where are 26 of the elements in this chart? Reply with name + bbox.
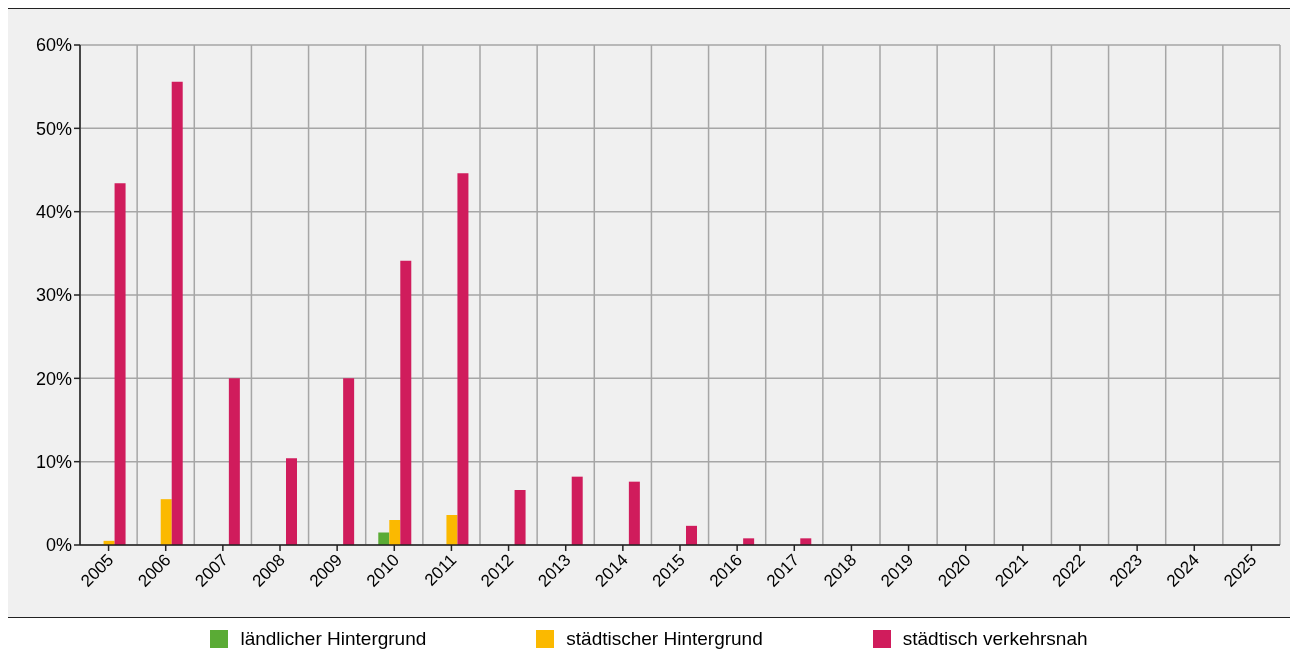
legend-label: städtisch verkehrsnah xyxy=(902,628,1088,650)
bar xyxy=(743,538,755,545)
bar xyxy=(457,173,469,545)
bar xyxy=(628,481,640,545)
bar xyxy=(389,520,401,545)
y-tick-label: 40% xyxy=(35,202,72,223)
bar xyxy=(160,499,172,545)
bar xyxy=(571,476,583,545)
bar xyxy=(514,490,526,545)
y-tick-label: 30% xyxy=(35,285,72,306)
bar xyxy=(228,378,240,545)
y-tick-label: 50% xyxy=(35,118,72,139)
y-tick-label: 60% xyxy=(35,35,72,56)
bar xyxy=(114,183,126,545)
bar xyxy=(446,515,458,545)
bar xyxy=(686,525,697,545)
legend-label: ländlicher Hintergrund xyxy=(240,628,427,650)
bar xyxy=(171,81,183,545)
bar xyxy=(343,378,355,545)
y-tick-label: 10% xyxy=(35,452,72,473)
y-tick-label: 20% xyxy=(35,368,72,389)
y-tick-label: 0% xyxy=(45,535,72,556)
bar xyxy=(800,538,812,545)
bar xyxy=(286,458,297,545)
bar xyxy=(400,260,412,545)
legend-label: städtischer Hintergrund xyxy=(566,628,763,650)
